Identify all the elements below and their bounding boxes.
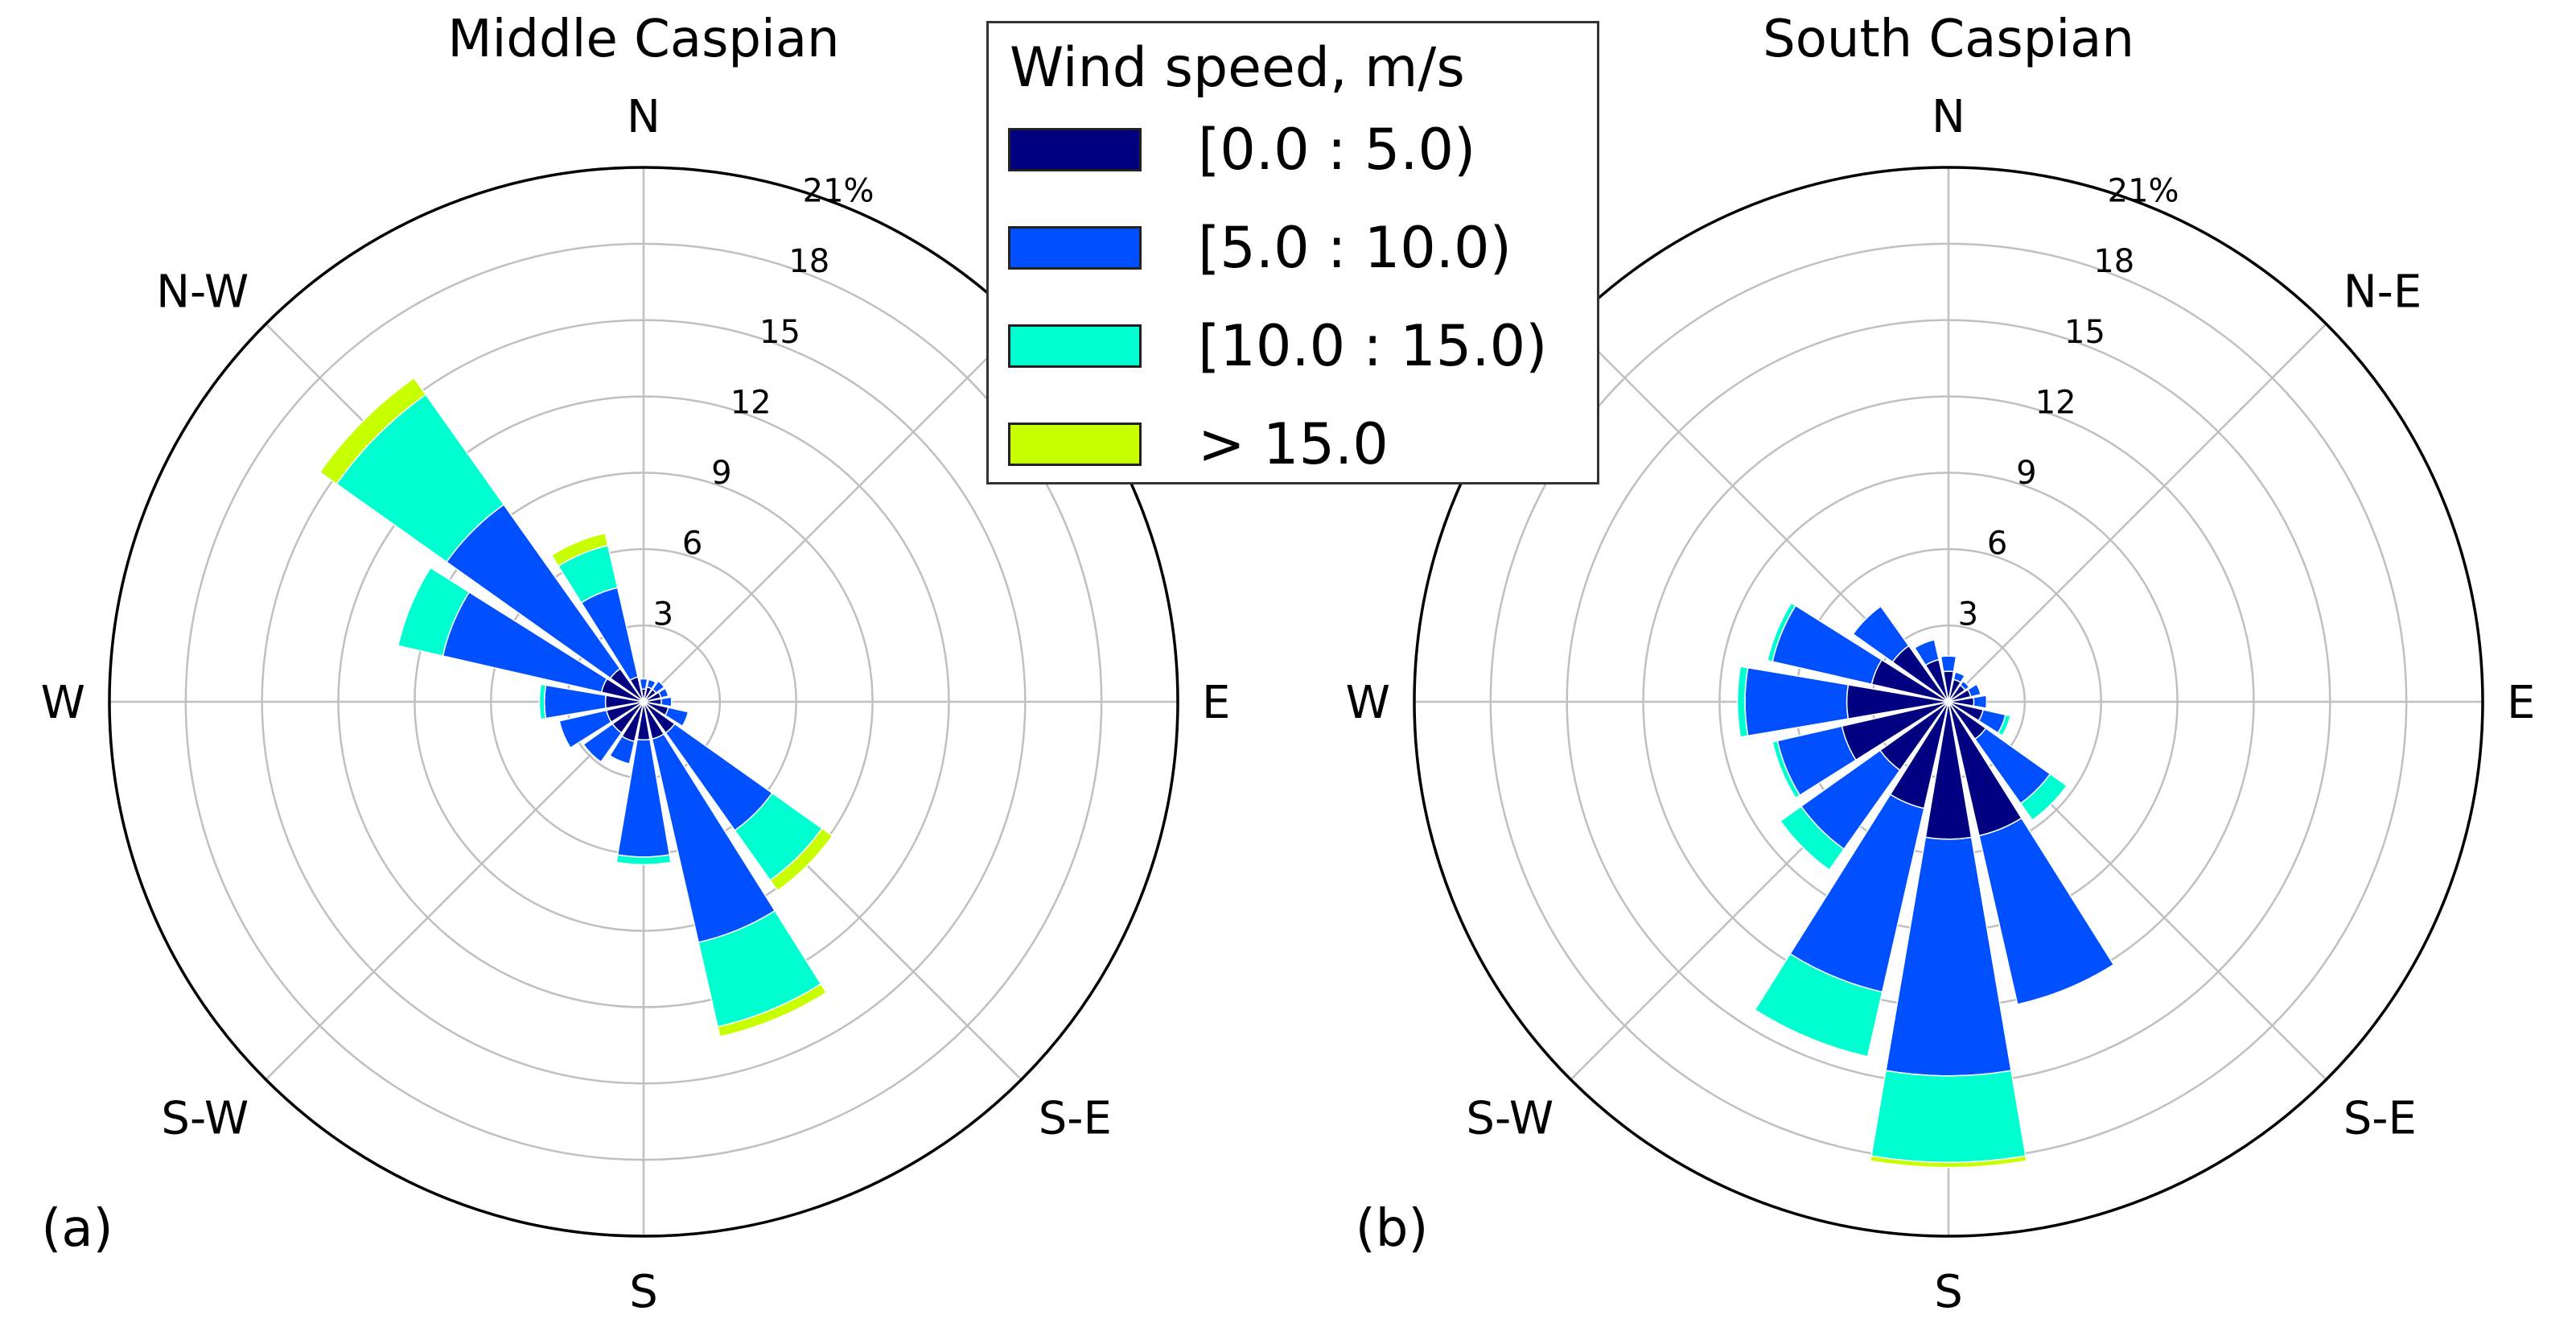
panel-title: Middle Caspian: [447, 10, 839, 69]
bar-S-2: [615, 854, 672, 866]
direction-label: S-W: [1466, 1093, 1553, 1145]
radial-tick-label: 12: [730, 384, 772, 421]
panel-title: South Caspian: [1763, 10, 2134, 69]
bar-NNE-1: [1953, 671, 1966, 683]
direction-label: W: [41, 677, 85, 729]
bar-SW-2: [1780, 805, 1846, 871]
legend-entry-5-10: [5.0 : 10.0): [1008, 215, 1587, 281]
direction-label: N-E: [2344, 266, 2422, 318]
radial-tick-label: 15: [759, 314, 800, 351]
bar-SSE-3: [717, 983, 828, 1038]
radial-tick-label: 3: [1958, 596, 1978, 633]
bar-SE-2: [2019, 773, 2068, 822]
panel-label: (a): [41, 1199, 113, 1259]
bar-ESE-1: [664, 707, 689, 728]
legend-title: Wind speed, m/s: [1010, 36, 1465, 100]
bar-ESE-2: [1997, 714, 2011, 737]
radial-tick-label: 6: [1987, 526, 2007, 563]
legend-swatch: [1008, 324, 1142, 368]
direction-label: W: [1346, 677, 1390, 729]
bar-WNW-2: [397, 567, 471, 657]
bar-WSW-2: [1772, 740, 1801, 799]
bar-NNE-1: [646, 678, 657, 690]
direction-label: E: [1202, 677, 1230, 729]
legend-entry-above-15: > 15.0: [1008, 411, 1587, 477]
legend-entry-10-15: [10.0 : 15.0): [1008, 313, 1587, 379]
panel-south-caspian: 369 12 15 18 21% N N-E E S-E S S-W W South Caspian (b…: [1346, 10, 2536, 1318]
direction-label: N-W: [156, 266, 249, 318]
legend-label: [0.0 : 5.0): [1198, 117, 1476, 183]
radial-tick-label: 18: [788, 243, 829, 280]
direction-label: S: [1934, 1266, 1963, 1318]
legend-swatch: [1008, 226, 1142, 270]
bar-NNW-1: [1913, 639, 1940, 666]
bar-SE-3: [769, 827, 833, 892]
legend-entry-0-5: [0.0 : 5.0): [1008, 117, 1587, 183]
bar-SSW-1: [608, 735, 636, 765]
radial-tick-label: 6: [682, 526, 702, 563]
grid-spoke: [265, 701, 644, 1081]
direction-label: S-W: [161, 1093, 249, 1145]
radial-tick-label: 18: [2093, 243, 2134, 280]
legend-swatch: [1008, 128, 1142, 171]
legend: Wind speed, m/s [0.0 : 5.0) [5.0 : 10.0)…: [986, 21, 1599, 484]
bar-WSW-1: [558, 709, 612, 749]
outer-circle: [108, 166, 1179, 1238]
bar-ENE-1: [1967, 683, 1981, 698]
legend-swatch: [1008, 423, 1142, 466]
radial-tick-label: 12: [2035, 384, 2076, 421]
bar-S-3: [1870, 1155, 2027, 1169]
grid-spoke: [643, 323, 1023, 703]
radial-tick-label: 3: [653, 596, 673, 633]
bar-SW-1: [582, 723, 623, 763]
bar-SSW-2: [1754, 953, 1883, 1057]
bar-S-2: [1870, 1070, 2027, 1164]
radial-tick-label: 21%: [803, 173, 874, 210]
radial-tick-label: 15: [2064, 314, 2105, 351]
panel-label: (b): [1356, 1199, 1429, 1259]
bar-NE-1: [1959, 680, 1970, 691]
legend-label: [10.0 : 15.0): [1198, 313, 1548, 379]
bar-N-1: [1940, 655, 1957, 673]
bar-NE-1: [651, 680, 665, 695]
radial-tick-label: 9: [2016, 455, 2036, 492]
direction-label: S-E: [2344, 1093, 2417, 1145]
bar-W-2: [538, 683, 547, 720]
direction-label: E: [2507, 677, 2535, 729]
direction-label: S: [629, 1266, 658, 1318]
bar-NNW-3: [550, 532, 609, 567]
grid-spoke: [1948, 323, 2327, 703]
radial-tick-label: 9: [711, 455, 731, 492]
bar-W-2: [1736, 666, 1749, 738]
bar-N-1: [639, 678, 648, 691]
radial-tick-label: 21%: [2108, 173, 2179, 210]
panel-middle-caspian: 369 12 15 18 21% N E S-E S S-W W N-W Middle Caspian (…: [41, 10, 1231, 1318]
bar-NW-3: [319, 377, 427, 485]
bar-ENE-1: [657, 687, 669, 699]
outer-circle: [1413, 166, 2484, 1238]
bar-NW-1: [1852, 605, 1910, 663]
direction-label: N: [627, 91, 660, 143]
bar-SSE-1: [1978, 817, 2115, 1005]
bar-E-1: [1973, 695, 1988, 709]
legend-label: > 15.0: [1198, 411, 1389, 477]
bar-E-1: [660, 696, 673, 707]
direction-label: N: [1932, 91, 1965, 143]
bar-W-1: [1744, 666, 1850, 737]
direction-label: S-E: [1039, 1093, 1112, 1145]
legend-label: [5.0 : 10.0): [1198, 215, 1512, 281]
bar-WNW-2: [1767, 602, 1796, 662]
